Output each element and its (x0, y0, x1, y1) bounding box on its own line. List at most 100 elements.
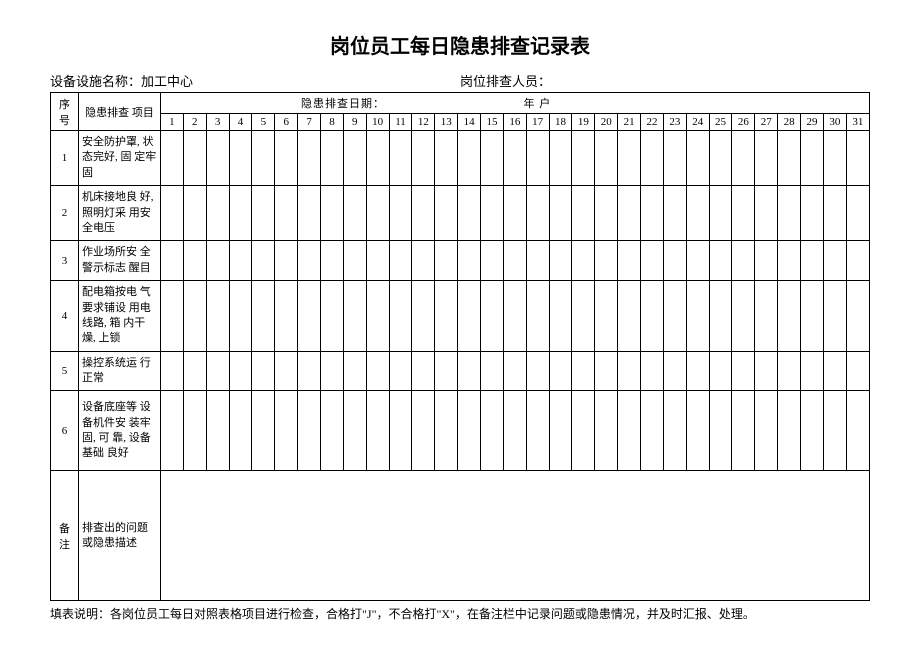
header-day-4: 4 (229, 114, 252, 131)
day-cell (755, 281, 778, 352)
day-cell (321, 391, 344, 471)
day-cell (526, 391, 549, 471)
day-cell (526, 281, 549, 352)
header-day-23: 23 (663, 114, 686, 131)
header-day-20: 20 (595, 114, 618, 131)
header-day-26: 26 (732, 114, 755, 131)
day-cell (183, 391, 206, 471)
remarks-label: 备注 (51, 471, 79, 601)
day-cell (641, 241, 664, 281)
day-cell (481, 186, 504, 241)
day-cell (298, 391, 321, 471)
table-row: 3作业场所安 全警示标志 醒目 (51, 241, 870, 281)
day-cell (343, 281, 366, 352)
row-seq: 6 (51, 391, 79, 471)
day-cell (275, 241, 298, 281)
day-cell (252, 131, 275, 186)
header-day-14: 14 (458, 114, 481, 131)
day-cell (801, 281, 824, 352)
day-cell (549, 391, 572, 471)
day-cell (298, 241, 321, 281)
day-cell (389, 186, 412, 241)
header-day-13: 13 (435, 114, 458, 131)
header-seq: 序号 (51, 93, 79, 131)
day-cell (801, 131, 824, 186)
facility-label: 设备设施名称： (50, 74, 141, 89)
day-cell (595, 186, 618, 241)
day-cell (549, 186, 572, 241)
day-cell (343, 351, 366, 391)
day-cell (206, 186, 229, 241)
day-cell (618, 241, 641, 281)
day-cell (549, 281, 572, 352)
day-cell (435, 241, 458, 281)
header-day-8: 8 (321, 114, 344, 131)
remarks-cell (161, 471, 870, 601)
day-cell (846, 281, 869, 352)
day-cell (801, 241, 824, 281)
day-cell (801, 351, 824, 391)
header-row-days: 1234567891011121314151617181920212223242… (51, 114, 870, 131)
day-cell (686, 241, 709, 281)
day-cell (686, 391, 709, 471)
header-day-17: 17 (526, 114, 549, 131)
table-row: 5操控系统运 行正常 (51, 351, 870, 391)
day-cell (503, 391, 526, 471)
day-cell (823, 281, 846, 352)
day-cell (755, 391, 778, 471)
day-cell (732, 391, 755, 471)
day-cell (801, 391, 824, 471)
header-day-2: 2 (183, 114, 206, 131)
table-row: 6设备底座等 设备机件安 装牢固, 可 靠, 设备基础 良好 (51, 391, 870, 471)
day-cell (778, 351, 801, 391)
day-cell (778, 131, 801, 186)
day-cell (435, 351, 458, 391)
header-date: 隐患排查日期： 年 户 (161, 93, 870, 114)
header-item: 隐患排查 项目 (79, 93, 161, 131)
day-cell (275, 186, 298, 241)
day-cell (481, 351, 504, 391)
day-cell (572, 351, 595, 391)
day-cell (686, 186, 709, 241)
day-cell (275, 131, 298, 186)
header-day-12: 12 (412, 114, 435, 131)
header-day-22: 22 (641, 114, 664, 131)
day-cell (389, 351, 412, 391)
day-cell (298, 351, 321, 391)
day-cell (481, 281, 504, 352)
header-day-30: 30 (823, 114, 846, 131)
day-cell (846, 186, 869, 241)
day-cell (389, 241, 412, 281)
day-cell (663, 351, 686, 391)
day-cell (503, 186, 526, 241)
day-cell (641, 131, 664, 186)
row-item: 机床接地良 好, 照明灯采 用安全电压 (79, 186, 161, 241)
day-cell (183, 351, 206, 391)
day-cell (183, 281, 206, 352)
header-day-9: 9 (343, 114, 366, 131)
day-cell (435, 281, 458, 352)
day-cell (435, 186, 458, 241)
table-row: 1安全防护罩, 状态完好, 固 定牢固 (51, 131, 870, 186)
day-cell (641, 186, 664, 241)
day-cell (366, 186, 389, 241)
row-item: 设备底座等 设备机件安 装牢固, 可 靠, 设备基础 良好 (79, 391, 161, 471)
day-cell (412, 391, 435, 471)
day-cell (755, 131, 778, 186)
day-cell (389, 391, 412, 471)
day-cell (641, 351, 664, 391)
day-cell (481, 391, 504, 471)
day-cell (709, 391, 732, 471)
day-cell (846, 131, 869, 186)
day-cell (618, 186, 641, 241)
day-cell (229, 391, 252, 471)
header-day-21: 21 (618, 114, 641, 131)
day-cell (732, 351, 755, 391)
day-cell (435, 131, 458, 186)
day-cell (595, 241, 618, 281)
header-row-1: 序号 隐患排查 项目 隐患排查日期： 年 户 (51, 93, 870, 114)
meta-row: 设备设施名称：加工中心 岗位排查人员： (50, 71, 870, 90)
header-day-24: 24 (686, 114, 709, 131)
day-cell (663, 281, 686, 352)
day-cell (206, 391, 229, 471)
